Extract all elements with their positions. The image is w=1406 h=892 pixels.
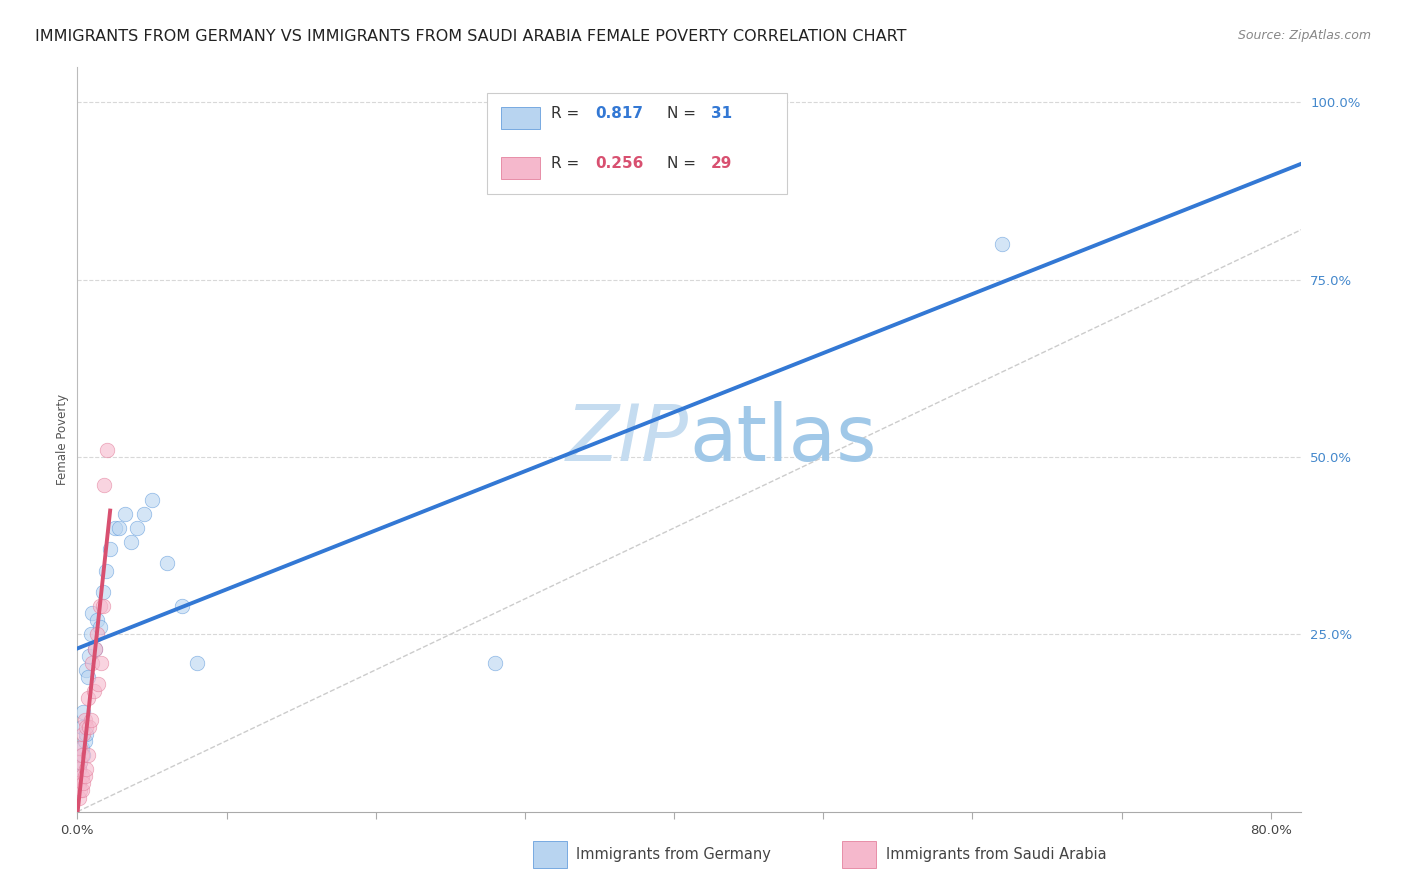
Text: 31: 31 [711,106,733,121]
Point [72,706,94,720]
Point [72,747,94,762]
Point [87,677,110,691]
Point [73,733,96,747]
Point [69,783,91,797]
FancyBboxPatch shape [486,93,787,194]
Text: 0.817: 0.817 [595,106,643,121]
Point [991,237,1014,252]
Point [120,535,142,549]
Point [77,720,100,734]
Point [70,769,93,783]
Text: Immigrants from Germany: Immigrants from Germany [576,847,772,862]
Point [67,790,90,805]
Point [89,620,111,634]
Text: Immigrants from Saudi Arabia: Immigrants from Saudi Arabia [886,847,1107,862]
Point [77,648,100,663]
Point [156,557,179,571]
Point [141,492,163,507]
Point [67,762,90,776]
Point [80,713,103,727]
Y-axis label: Female Poverty: Female Poverty [56,393,69,485]
Point [76,670,98,684]
Point [69,755,91,769]
Point [70,747,93,762]
Point [170,599,193,613]
Text: Source: ZipAtlas.com: Source: ZipAtlas.com [1237,29,1371,42]
Point [67,762,90,776]
Point [82,656,104,670]
Point [86,613,108,627]
Point [72,727,94,741]
Point [83,684,105,698]
Point [108,521,131,535]
FancyBboxPatch shape [501,107,540,129]
Point [90,656,112,670]
Point [89,599,111,613]
Point [86,627,108,641]
Point [80,627,103,641]
Point [69,740,91,755]
Point [69,755,91,769]
Point [91,599,114,613]
Point [114,507,136,521]
Point [70,720,93,734]
Point [76,691,98,706]
Point [104,521,127,535]
Point [98,542,121,557]
Text: R =: R = [551,156,583,171]
Point [75,762,97,776]
Point [75,727,97,741]
Point [72,776,94,790]
Text: ZIP: ZIP [567,401,689,477]
Point [70,740,93,755]
Text: IMMIGRANTS FROM GERMANY VS IMMIGRANTS FROM SAUDI ARABIA FEMALE POVERTY CORRELATI: IMMIGRANTS FROM GERMANY VS IMMIGRANTS FR… [35,29,907,44]
Text: 29: 29 [711,156,733,171]
Text: N =: N = [666,156,700,171]
Point [70,783,93,797]
Point [186,656,208,670]
Point [94,564,117,578]
Text: atlas: atlas [689,401,876,477]
Text: R =: R = [551,106,583,121]
Point [93,478,115,492]
Point [67,776,90,790]
Point [75,720,97,734]
Point [484,656,506,670]
Point [76,747,98,762]
Point [75,663,97,677]
Text: N =: N = [666,106,700,121]
Point [125,521,148,535]
Point [73,769,96,783]
Point [84,641,107,656]
FancyBboxPatch shape [501,157,540,179]
Point [84,641,107,656]
Point [134,507,156,521]
Point [96,442,118,457]
Point [82,606,104,620]
Text: 0.256: 0.256 [595,156,643,171]
Point [73,713,96,727]
Point [91,584,114,599]
